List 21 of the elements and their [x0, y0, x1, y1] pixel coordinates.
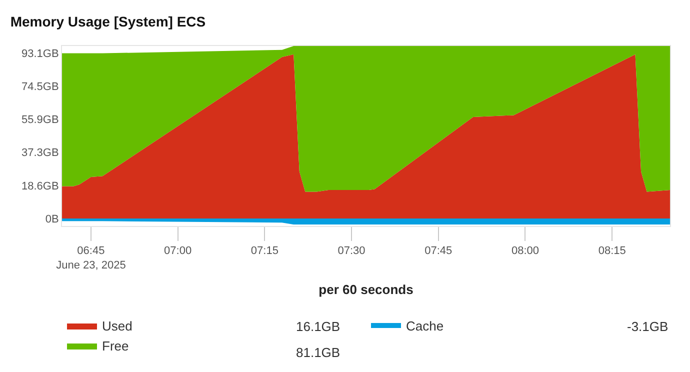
- chart-title: Memory Usage [System] ECS: [10, 14, 206, 30]
- legend-label: Free: [102, 338, 129, 354]
- x-tick-label: 06:45 June 23, 2025: [56, 245, 126, 272]
- legend-label: Used: [102, 318, 132, 334]
- y-tick-label: 37.3GB: [21, 147, 59, 160]
- legend-label: Cache: [406, 318, 444, 334]
- y-tick-label: 0B: [45, 213, 59, 226]
- x-tick-label: 07:15: [250, 245, 278, 258]
- text: 81.1GB: [296, 345, 340, 360]
- y-tick-label: 18.6GB: [21, 180, 59, 192]
- y-tick-label: 74.5GB: [21, 81, 59, 94]
- x-tick-label: 08:15: [598, 245, 626, 258]
- x-axis-title: per 60 seconds: [318, 282, 414, 298]
- y-tick-label: 55.9GB: [21, 114, 59, 126]
- x-tick-label: 07:45: [424, 245, 452, 258]
- x-tick-label: 07:30: [338, 245, 366, 258]
- x-tick-label: 07:00: [164, 245, 192, 258]
- text: -3.1GB: [627, 319, 668, 334]
- y-tick-label: 93.1GB: [21, 48, 59, 60]
- text: 16.1GB: [296, 319, 340, 334]
- x-tick-label: 08:00: [511, 245, 540, 258]
